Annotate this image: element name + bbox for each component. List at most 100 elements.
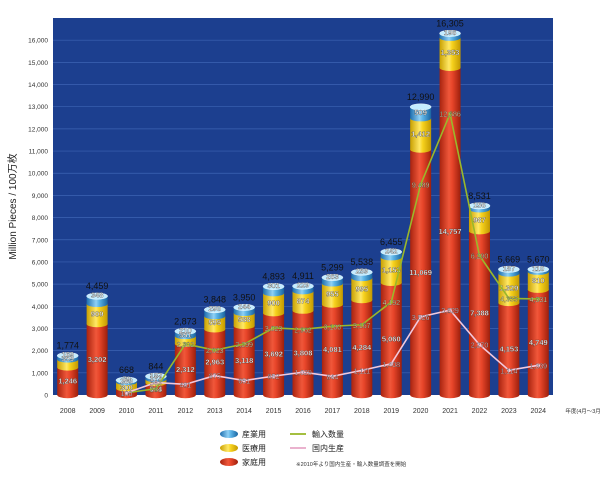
bar-segment-base bbox=[439, 391, 461, 399]
bar-segment-産業用 bbox=[410, 106, 432, 119]
bar-segment-base bbox=[439, 64, 461, 71]
legend-label: 医療用 bbox=[242, 443, 266, 453]
segment-label: 588 bbox=[238, 315, 251, 324]
segment-label: 1,153 bbox=[382, 266, 401, 275]
y-tick-label: 6,000 bbox=[32, 259, 49, 266]
y-tick-label: 10,000 bbox=[28, 171, 48, 178]
y-tick-label: 12,000 bbox=[28, 126, 48, 133]
x-tick-label: 2009 bbox=[89, 408, 105, 415]
legend-note: ※2010年より国内生産・輸入数量調査を開始 bbox=[296, 460, 407, 468]
bar-top-cap bbox=[86, 292, 108, 300]
line-value-label: 2,270 bbox=[471, 343, 489, 350]
segment-label: 810 bbox=[532, 276, 545, 285]
bar-segment-base bbox=[116, 385, 138, 392]
line-point bbox=[212, 348, 217, 352]
bar-segment-base bbox=[263, 289, 285, 297]
bar-segment-家庭用 bbox=[527, 289, 549, 395]
line-point bbox=[536, 363, 541, 368]
bar-segment-医療用 bbox=[116, 381, 138, 389]
segment-label: 127 bbox=[150, 371, 163, 380]
bar-segment-医療用 bbox=[204, 316, 226, 330]
line-value-label: 3,526 bbox=[412, 315, 430, 322]
bar-segment-医療用 bbox=[174, 335, 196, 344]
line-point bbox=[183, 382, 188, 387]
bar-segment-医療用 bbox=[527, 271, 549, 290]
segment-label: 351 bbox=[179, 330, 192, 339]
bar-top-cap bbox=[57, 352, 79, 360]
bar-segment-base bbox=[57, 391, 79, 399]
bar-segment-base bbox=[233, 322, 255, 330]
bar-segment-base bbox=[527, 286, 549, 293]
bar-segment-base bbox=[498, 299, 520, 307]
segment-label: 5,060 bbox=[382, 334, 401, 343]
line-value-label: 1,029 bbox=[294, 370, 312, 377]
line-point bbox=[154, 386, 158, 391]
line-value-label: 12,686 bbox=[439, 112, 461, 119]
total-label: 4,459 bbox=[86, 281, 109, 291]
x-tick-label: 2014 bbox=[236, 408, 252, 415]
bar-segment-base bbox=[86, 300, 108, 308]
segment-label: 242 bbox=[385, 246, 398, 255]
line-point bbox=[301, 327, 305, 332]
legend-swatch bbox=[220, 430, 238, 438]
line-value-label: 1,111 bbox=[354, 368, 371, 375]
line-value-label: 2,302 bbox=[177, 342, 195, 349]
bar-segment-base bbox=[292, 307, 314, 314]
x-tick-label: 2010 bbox=[119, 408, 135, 415]
segment-label: 110 bbox=[532, 264, 544, 273]
segment-label: 3,808 bbox=[294, 348, 313, 357]
segment-label: 187 bbox=[503, 264, 516, 273]
bar-segment-base bbox=[410, 146, 432, 153]
line-value-label: 651 bbox=[238, 379, 250, 386]
bar-segment-base bbox=[351, 274, 373, 282]
bar-top-cap bbox=[380, 248, 402, 256]
x-tick-label: 2016 bbox=[295, 408, 311, 415]
total-label: 844 bbox=[148, 361, 163, 371]
bar-segment-医療用 bbox=[321, 283, 343, 305]
line-value-label: 4,192 bbox=[382, 300, 400, 307]
y-tick-label: 7,000 bbox=[32, 237, 49, 244]
segment-label: 1,353 bbox=[441, 48, 460, 57]
fiscal-note: 年度(4月～3月) bbox=[565, 407, 600, 415]
segment-label: 4,081 bbox=[323, 345, 342, 354]
line-point bbox=[507, 368, 511, 373]
y-tick-label: 15,000 bbox=[28, 60, 48, 67]
line-point bbox=[477, 342, 482, 347]
x-tick-label: 2018 bbox=[354, 408, 370, 415]
total-label: 6,455 bbox=[380, 237, 403, 247]
y-tick-label: 4,000 bbox=[32, 304, 49, 311]
segment-label: 3,118 bbox=[235, 356, 253, 365]
segment-label: 348 bbox=[91, 291, 104, 300]
segment-label: 1,329 bbox=[499, 284, 518, 293]
total-label: 12,990 bbox=[407, 92, 435, 102]
segment-label: 289 bbox=[120, 376, 133, 385]
line-value-label: 1,339 bbox=[530, 363, 548, 370]
bar-segment-base bbox=[145, 391, 167, 399]
bar-segment-医療用 bbox=[351, 277, 373, 300]
line-value-label: 2,023 bbox=[206, 348, 224, 355]
segment-label: 301 bbox=[267, 281, 280, 290]
segment-label: 874 bbox=[297, 296, 310, 305]
segment-label: 3,202 bbox=[88, 355, 107, 364]
line-value-label: 100 bbox=[121, 391, 133, 398]
bar-top-cap bbox=[321, 274, 344, 281]
bar-segment-base bbox=[292, 287, 314, 295]
y-tick-label: 14,000 bbox=[28, 82, 48, 89]
x-tick-label: 2013 bbox=[207, 408, 223, 415]
segment-label: 2,963 bbox=[205, 358, 224, 367]
total-label: 668 bbox=[119, 365, 134, 375]
line-value-label: 3,167 bbox=[353, 323, 371, 330]
bar-top-cap bbox=[262, 283, 285, 290]
line-value-label: 4,355 bbox=[500, 296, 518, 303]
legend-label: 国内生産 bbox=[312, 443, 344, 453]
y-tick-label: 5,000 bbox=[32, 282, 49, 289]
segment-label: 2,312 bbox=[176, 365, 195, 374]
bar-segment-家庭用 bbox=[292, 310, 314, 395]
segment-label: 359 bbox=[61, 354, 74, 363]
bar-segment-医療用 bbox=[439, 37, 461, 68]
segment-label: 900 bbox=[267, 299, 280, 308]
total-label: 5,670 bbox=[527, 254, 550, 264]
bar-segment-base bbox=[233, 309, 255, 317]
line-value-label: 844 bbox=[327, 374, 339, 381]
